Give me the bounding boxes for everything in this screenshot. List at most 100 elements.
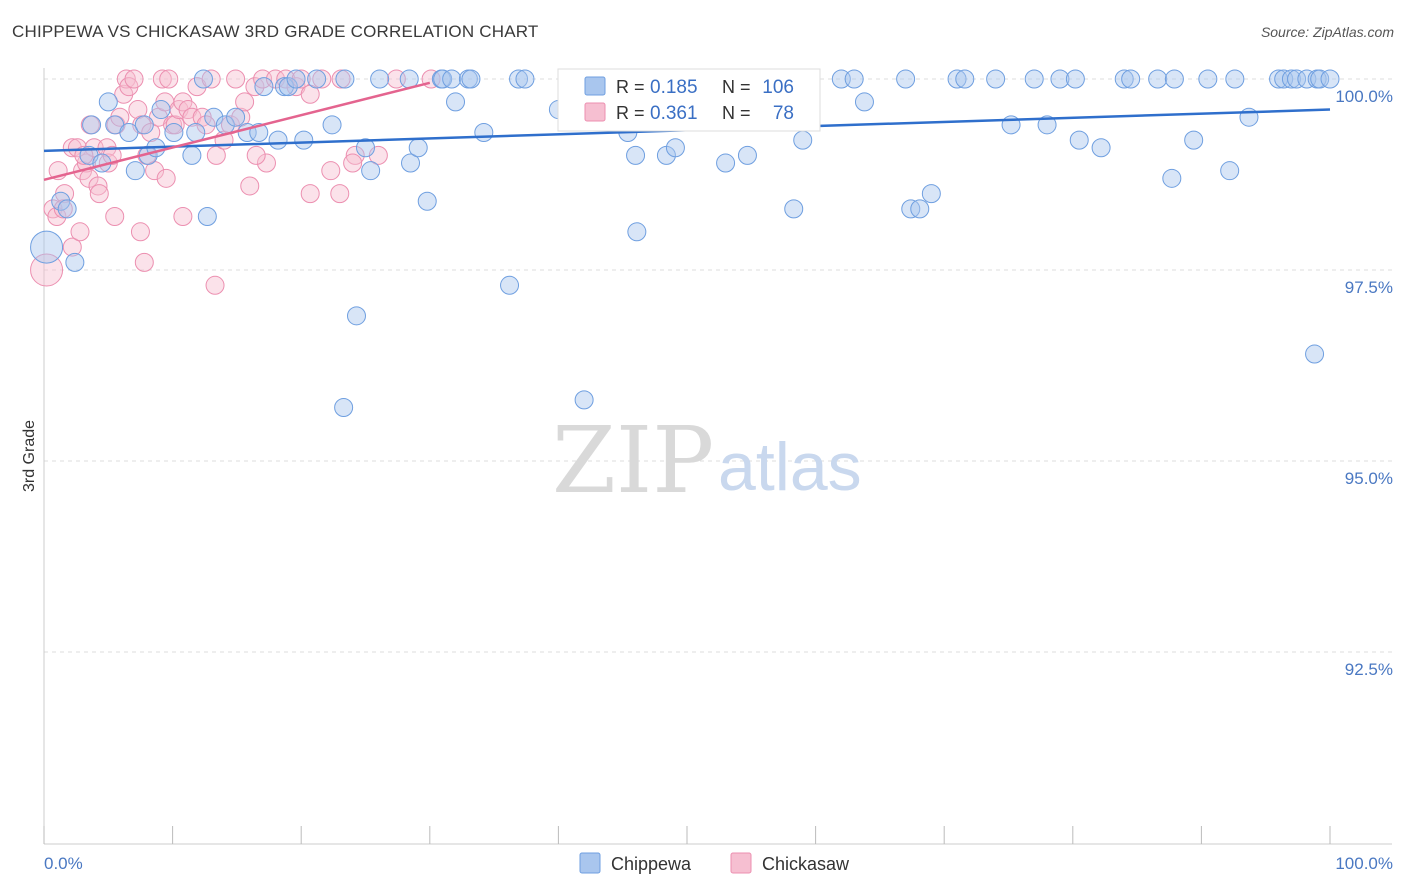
- chippewa-point: [626, 145, 646, 165]
- chippewa-point: [1198, 69, 1218, 89]
- chippewa-point: [98, 92, 118, 112]
- chippewa-point: [921, 184, 941, 204]
- y-tick-label: 97.5%: [1345, 278, 1393, 297]
- chippewa-point: [1281, 69, 1301, 89]
- chickasaw-point: [70, 222, 90, 242]
- chippewa-point: [417, 191, 437, 211]
- chippewa-point: [294, 130, 314, 150]
- chippewa-point: [446, 92, 466, 112]
- chippewa-point: [186, 122, 206, 142]
- chippewa-point: [197, 207, 217, 227]
- chippewa-point: [1114, 69, 1134, 89]
- chickasaw-point: [116, 69, 136, 89]
- chickasaw-point: [321, 161, 341, 181]
- chippewa-point: [854, 92, 874, 112]
- chickasaw-point: [88, 176, 108, 196]
- axes: [43, 68, 1392, 845]
- series-legend-swatch-chippewa: [579, 852, 601, 874]
- chickasaw-point: [312, 69, 332, 89]
- chippewa-point: [955, 69, 975, 89]
- chippewa-point: [910, 199, 930, 219]
- chickasaw-point: [156, 168, 176, 188]
- chippewa-point: [134, 115, 154, 135]
- chippewa-point: [1050, 69, 1070, 89]
- watermark-zip: ZIP: [552, 407, 714, 514]
- chippewa-point: [737, 145, 757, 165]
- chickasaw-point: [105, 207, 125, 227]
- chickasaw-point: [89, 184, 109, 204]
- chickasaw-point: [152, 69, 172, 89]
- chippewa-point: [442, 69, 462, 89]
- chippewa-point: [500, 275, 520, 295]
- chickasaw-trend-line: [43, 81, 431, 182]
- chippewa-point: [82, 115, 102, 135]
- chippewa-point: [193, 69, 213, 89]
- chickasaw-point: [130, 222, 150, 242]
- chickasaw-point: [67, 138, 87, 158]
- chippewa-point: [474, 122, 494, 142]
- chippewa-point: [1069, 130, 1089, 150]
- chickasaw-point: [102, 145, 122, 165]
- chickasaw-point: [62, 237, 82, 257]
- chippewa-point: [182, 145, 202, 165]
- series-legend-swatch-chickasaw: [730, 852, 752, 874]
- chickasaw-point: [124, 69, 144, 89]
- chickasaw-point: [226, 69, 246, 89]
- chippewa-point: [1121, 69, 1141, 89]
- chippewa-point: [164, 122, 184, 142]
- chippewa-points: [30, 69, 1340, 418]
- chippewa-point: [509, 69, 529, 89]
- y-tick-label: 95.0%: [1345, 469, 1393, 488]
- legend-r-label-chickasaw: R =: [616, 103, 645, 123]
- chippewa-point: [947, 69, 967, 89]
- chickasaw-point: [235, 92, 255, 112]
- chickasaw-point: [173, 207, 193, 227]
- chickasaw-point: [343, 153, 363, 173]
- y-tick-label: 100.0%: [1335, 87, 1393, 106]
- chippewa-point: [370, 69, 390, 89]
- chippewa-point: [356, 138, 375, 158]
- series-legend: Chippewa Chickasaw: [579, 852, 850, 874]
- chippewa-point: [57, 199, 77, 219]
- chickasaw-points: [30, 69, 441, 295]
- chippewa-point: [515, 69, 535, 89]
- chippewa-point: [125, 161, 145, 181]
- chippewa-point: [1162, 168, 1182, 188]
- chippewa-point: [793, 130, 813, 150]
- chart-title: CHIPPEWA VS CHICKASAW 3RD GRADE CORRELAT…: [12, 22, 539, 41]
- chippewa-point: [151, 100, 171, 120]
- chippewa-point: [716, 153, 736, 173]
- chickasaw-point: [246, 145, 266, 165]
- chickasaw-point: [62, 138, 82, 158]
- chippewa-point: [401, 153, 421, 173]
- chickasaw-point: [345, 145, 365, 165]
- legend-n-label-chickasaw: N =: [722, 103, 751, 123]
- chippewa-point: [1225, 69, 1245, 89]
- chippewa-point: [1305, 344, 1325, 364]
- legend-r-value-chippewa: 0.185: [650, 77, 698, 98]
- chickasaw-point: [256, 153, 276, 173]
- chickasaw-point: [134, 252, 154, 272]
- chippewa-point: [574, 390, 594, 410]
- chippewa-point: [335, 69, 355, 89]
- y-tick-label: 92.5%: [1345, 660, 1393, 679]
- chippewa-point: [1320, 69, 1340, 89]
- chickasaw-point: [141, 122, 161, 142]
- chickasaw-point: [276, 69, 296, 89]
- chippewa-point: [226, 107, 246, 127]
- chippewa-point: [1220, 161, 1240, 181]
- series-legend-label-chickasaw: Chickasaw: [762, 854, 850, 874]
- chippewa-point: [986, 69, 1006, 89]
- y-tick-labels: 92.5% 95.0% 97.5% 100.0%: [1335, 87, 1393, 679]
- chippewa-point: [1148, 69, 1168, 89]
- chippewa-point: [65, 252, 85, 272]
- chippewa-point: [346, 306, 366, 326]
- series-legend-label-chippewa: Chippewa: [611, 854, 692, 874]
- watermark: ZIP atlas: [552, 407, 862, 514]
- legend-n-value-chippewa: 106: [762, 77, 794, 98]
- chickasaw-point: [201, 69, 221, 89]
- legend-n-value-chickasaw: 78: [773, 103, 794, 124]
- legend-r-value-chickasaw: 0.361: [650, 103, 698, 124]
- source-label: Source: ZipAtlas.com: [1260, 24, 1394, 40]
